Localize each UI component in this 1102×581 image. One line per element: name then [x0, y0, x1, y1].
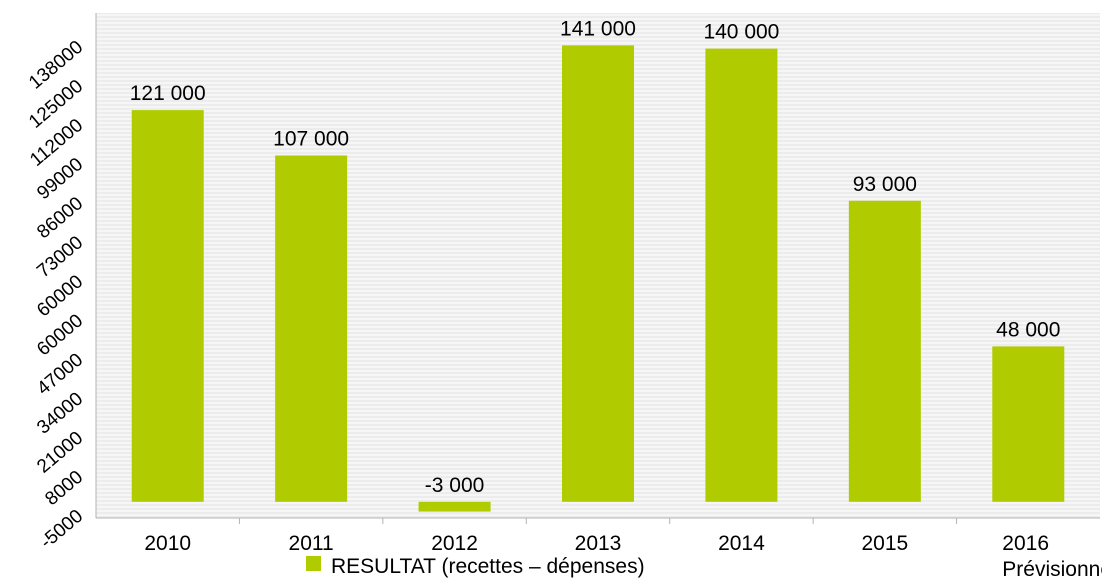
bar — [705, 48, 778, 502]
bar — [562, 45, 634, 502]
x-tick-label: 2015 — [861, 532, 908, 555]
data-labels: 121 000 107 000 -3 000 141 000 140 000 93 000… — [130, 17, 1061, 496]
data-label: 48 000 — [996, 318, 1060, 341]
y-tick-label: 47000 — [33, 349, 87, 399]
bar — [418, 501, 491, 512]
x-tick-label: 2011 — [289, 532, 334, 555]
y-tick-label: -5000 — [36, 506, 87, 553]
y-tick-label: 21000 — [33, 428, 87, 478]
legend: RESULTAT (recettes – dépenses) — [306, 555, 645, 578]
bars — [131, 45, 1065, 512]
y-tick-label: 60000 — [33, 310, 87, 360]
data-label: 140 000 — [703, 21, 779, 44]
data-label: -3 000 — [425, 474, 485, 497]
y-tick-label: 60000 — [33, 271, 87, 321]
data-label: 107 000 — [273, 127, 349, 150]
x-tick-label: 2010 — [144, 532, 191, 555]
y-tick-label: 73000 — [33, 232, 87, 282]
x-tick-label: 2016Prévisionnel — [1002, 532, 1102, 581]
legend-swatch — [306, 556, 321, 571]
bar — [131, 110, 204, 502]
y-tick-label: 86000 — [33, 193, 87, 243]
bar — [275, 155, 348, 502]
y-axis: -500080002100034000470006000060000730008… — [25, 13, 97, 553]
legend-label: RESULTAT (recettes – dépenses) — [331, 555, 645, 578]
data-label: 141 000 — [560, 17, 636, 40]
x-tick-label: 2014 — [718, 532, 765, 555]
data-label: 121 000 — [130, 82, 206, 105]
bar — [992, 346, 1065, 502]
x-tick-label: 2012 — [431, 532, 478, 555]
data-label: 93 000 — [853, 173, 917, 196]
bar — [848, 200, 921, 502]
x-axis: 2010 2011 2012 2013 2014 2015 2016Prévisionnel — [96, 517, 1102, 581]
y-tick-label: 34000 — [33, 388, 87, 438]
x-tick-label: 2013 — [575, 532, 622, 555]
